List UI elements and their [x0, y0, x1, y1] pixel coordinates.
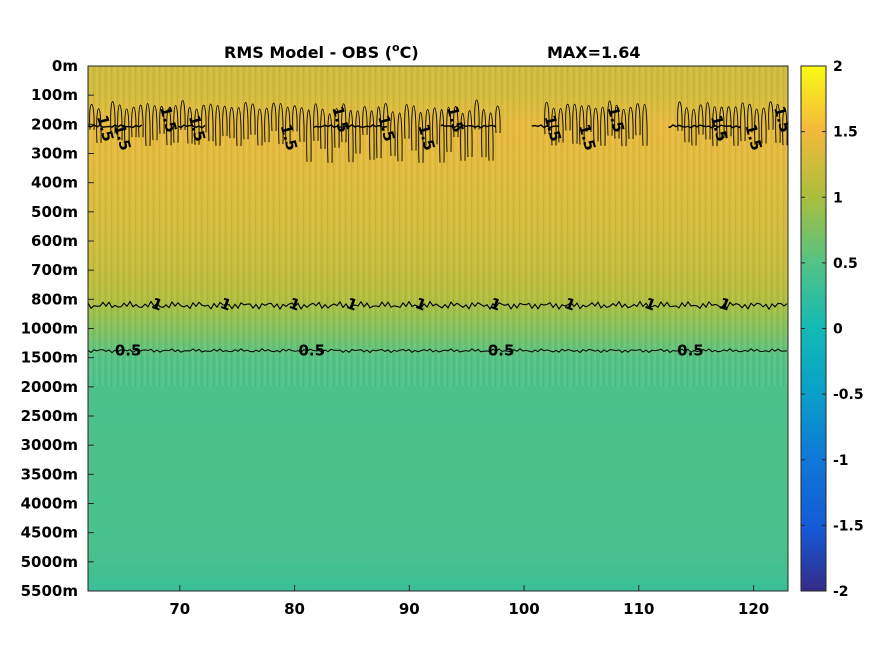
y-axis-depth: 0m 100m 200m 300m 400m 500m 600m 700m 800m 1000m 1…	[21, 57, 94, 600]
x-tick-label: 100	[508, 600, 539, 618]
contour-line-0-5	[88, 348, 788, 354]
x-tick-label: 90	[399, 600, 420, 618]
colorbar-ticks: 2 1.5 1 0.5 0 -0.5 -1 -1.5 -2	[801, 59, 864, 600]
y-tick-label: 500m	[31, 203, 78, 221]
colorbar-tick-label: 1.5	[833, 125, 858, 141]
contour-label: 0.5	[115, 342, 142, 360]
degree-superscript: o	[392, 41, 400, 54]
y-tick-label: 300m	[31, 145, 78, 163]
y-tick-label: 100m	[31, 86, 78, 104]
y-tick-label: 5000m	[21, 553, 78, 571]
y-tick-label: 3500m	[21, 465, 78, 483]
contour-label: 0.5	[677, 342, 704, 360]
y-tick-label: 2000m	[21, 378, 78, 396]
colorbar-tick-label: 1	[833, 190, 843, 206]
contour-label: 0.5	[488, 342, 515, 360]
colorbar-tick-label: -1	[833, 453, 849, 469]
y-tick-label: 600m	[31, 232, 78, 250]
y-tick-label: 3000m	[21, 436, 78, 454]
y-tick-label: 800m	[31, 290, 78, 308]
x-tick-label: 120	[738, 600, 769, 618]
y-tick-label: 200m	[31, 115, 78, 133]
plot-area: 0.5 0.5 0.5 0.51 1 1 1 1 1 1 1 11.51.51.5 1.5 1.51.5 1…	[88, 66, 788, 591]
x-tick-label: 110	[623, 600, 654, 618]
contour-line-1-5	[89, 99, 788, 163]
x-axis: 70 80 90 100 110 120	[169, 585, 769, 618]
colorbar-tick-label: -0.5	[833, 387, 864, 403]
colorbar-scale	[800, 65, 827, 592]
colorbar-tick-label: 2	[833, 59, 843, 75]
y-tick-label: 1000m	[21, 320, 78, 338]
field-streak-texture	[88, 66, 788, 386]
y-tick-label: 400m	[31, 174, 78, 192]
contour-line-1	[88, 300, 788, 311]
y-tick-label: 1500m	[21, 349, 78, 367]
contour-label: 0.5	[298, 342, 325, 360]
x-tick-label: 80	[284, 600, 305, 618]
y-tick-label: 0m	[52, 57, 78, 75]
colorbar-tick-label: -2	[833, 584, 849, 600]
y-tick-label: 5500m	[21, 582, 78, 600]
y-tick-label: 700m	[31, 261, 78, 279]
y-tick-label: 2500m	[21, 407, 78, 425]
chart-title: RMS Model - OBS (oC)	[224, 41, 419, 62]
x-tick-label: 70	[169, 600, 190, 618]
y-tick-label: 4000m	[21, 495, 78, 513]
colorbar-tick-label: 0.5	[833, 256, 858, 272]
colorbar-tick-label: 0	[833, 322, 843, 338]
y-tick-label: 4500m	[21, 524, 78, 542]
max-value-label: MAX=1.64	[547, 43, 641, 62]
colorbar: 2 1.5 1 0.5 0 -0.5 -1 -1.5 -2	[800, 59, 864, 600]
colorbar-tick-label: -1.5	[833, 518, 864, 534]
contour-line-1-5-band	[88, 123, 788, 129]
